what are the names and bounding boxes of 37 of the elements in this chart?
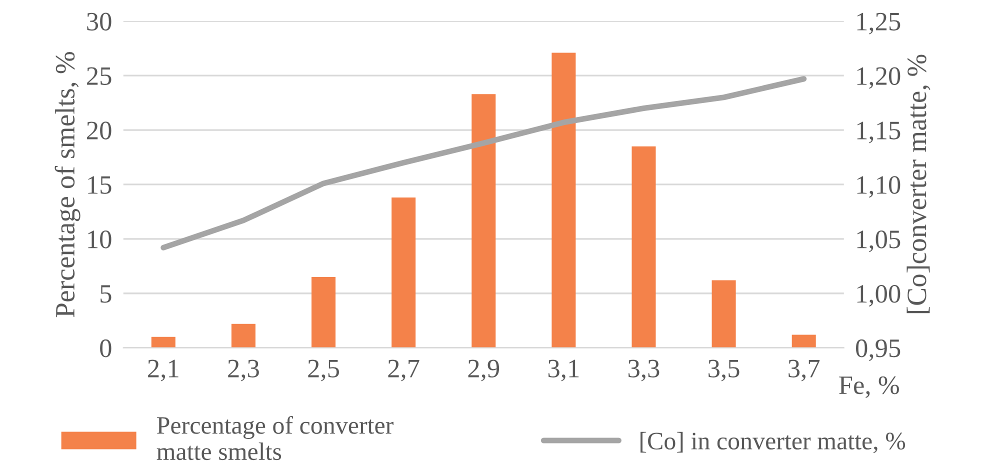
- y2-tick-label: 1,25: [857, 12, 900, 34]
- y-tick-label: 10: [88, 230, 112, 248]
- bar: [231, 324, 256, 348]
- y-tick-label: 30: [87, 12, 112, 31]
- x-axis-title: Fe, %: [839, 376, 899, 398]
- bar: [472, 94, 496, 348]
- y2-tick-label: 1,05: [857, 230, 900, 252]
- y2-tick-label: 1,15: [857, 122, 900, 144]
- bar: [792, 334, 816, 348]
- y2-axis-title: [Co]converter matte, %: [906, 54, 930, 314]
- x-tick-label: 2,3: [228, 360, 259, 382]
- legend-label: [Co] in converter matte, %: [640, 432, 906, 454]
- x-tick-label: 2,9: [468, 360, 500, 382]
- y-axis-title: Percentage of smelts, %: [54, 52, 80, 318]
- x-tick-label: 2,1: [148, 360, 178, 382]
- x-tick-label: 3,5: [708, 360, 740, 382]
- bar: [151, 336, 176, 348]
- bar: [312, 277, 336, 348]
- y-tick-label: 5: [100, 285, 112, 303]
- y2-tick-label: 0,95: [856, 339, 900, 362]
- y2-tick-label: 1,20: [857, 67, 900, 89]
- x-tick-label: 2,7: [388, 360, 420, 382]
- y-tick-label: 0: [100, 339, 112, 358]
- y-tick-label: 15: [88, 176, 112, 194]
- x-tick-label: 3,7: [788, 360, 820, 382]
- y-tick-label: 25: [87, 67, 112, 86]
- x-tick-label: 2,5: [308, 360, 339, 382]
- x-tick-label: 3,3: [628, 360, 660, 382]
- bar: [712, 280, 736, 348]
- y2-tick-label: 1,00: [857, 284, 900, 307]
- bar: [392, 198, 416, 348]
- y-tick-label: 20: [87, 122, 112, 140]
- y2-tick-label: 1,10: [857, 176, 900, 198]
- x-tick-label: 3,1: [548, 360, 579, 382]
- bar: [632, 146, 656, 348]
- bar: [552, 52, 576, 348]
- legend-label: Percentage of converter matte smelts: [156, 416, 394, 460]
